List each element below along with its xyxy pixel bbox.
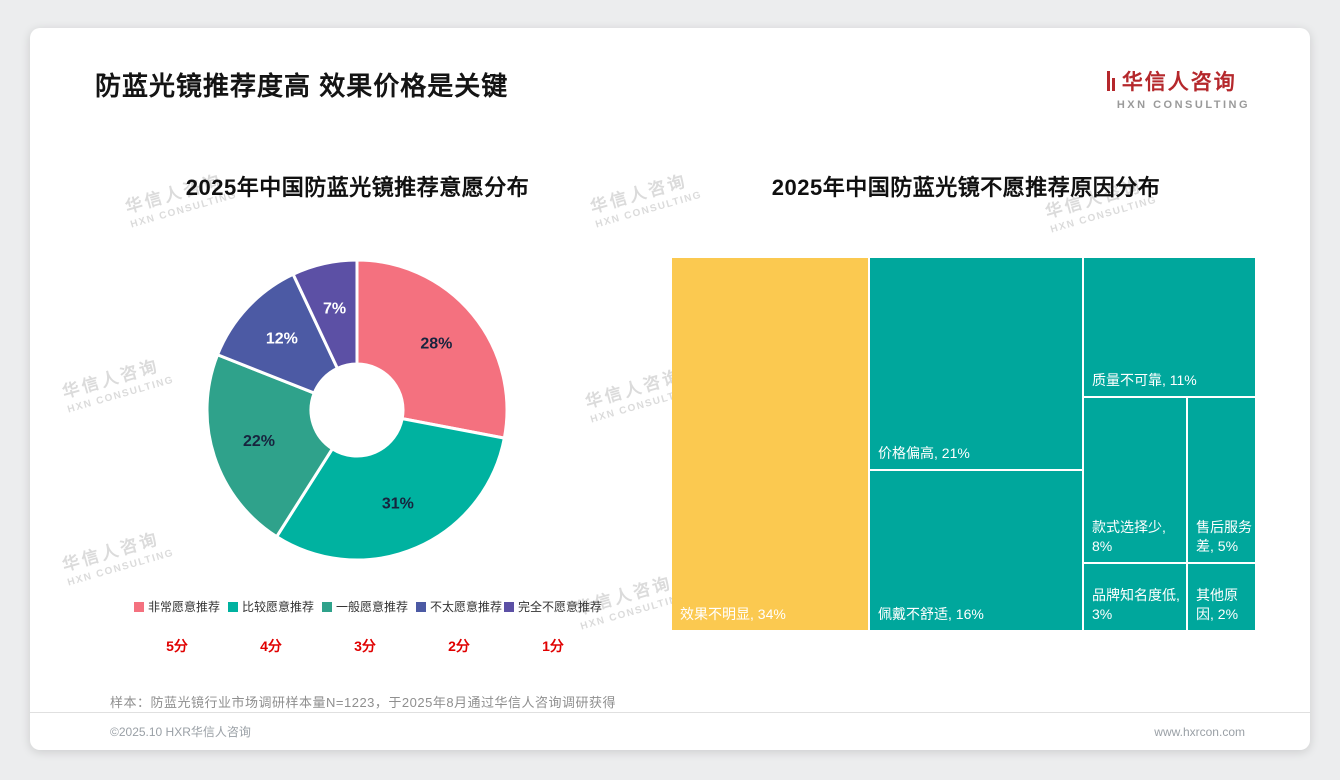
donut-value-label: 28%	[420, 336, 452, 353]
treemap-cell-label: 款式选择少, 8%	[1092, 519, 1166, 555]
legend-label: 完全不愿意推荐	[518, 600, 603, 614]
treemap-cell: 款式选择少, 8%	[1084, 398, 1186, 562]
watermark: 华信人咨询 HXN CONSULTING	[60, 356, 176, 416]
legend-swatch	[227, 601, 238, 612]
page-title: 防蓝光镜推荐度高 效果价格是关键	[95, 71, 509, 101]
donut-chart-title: 2025年中国防蓝光镜推荐意愿分布	[185, 175, 530, 200]
legend-swatch	[415, 601, 426, 612]
treemap-chart: 效果不明显, 34% 价格偏高, 21% 佩戴不舒适, 16% 质量不可靠, 1…	[672, 258, 1255, 630]
legend-label: 比较愿意推荐	[241, 600, 314, 614]
treemap-cell: 售后服务差, 5%	[1188, 398, 1255, 562]
score-label: 3分	[354, 638, 376, 654]
legend-label: 非常愿意推荐	[147, 600, 220, 614]
legend-item: 非常愿意推荐	[130, 598, 224, 615]
brand-logo: 华信人咨询 HXN CONSULTING	[1106, 66, 1250, 111]
donut-slice	[291, 258, 359, 370]
treemap-cell-label: 质量不可靠, 11%	[1092, 372, 1197, 389]
donut-chart: 28% 31% 22% 12% 7%	[205, 258, 509, 562]
treemap-cell: 其他原因, 2%	[1188, 564, 1255, 630]
donut-value-label: 31%	[382, 496, 414, 513]
treemap-cell-label: 佩戴不舒适, 16%	[878, 606, 984, 623]
donut-value-label: 7%	[323, 301, 346, 318]
treemap-cell: 效果不明显, 34%	[672, 258, 868, 630]
legend-swatch	[133, 601, 144, 612]
legend-label: 不太愿意推荐	[429, 600, 502, 614]
treemap-cell-label: 价格偏高, 21%	[878, 445, 970, 462]
legend-swatch	[321, 601, 332, 612]
logo-text-cn: 华信人咨询	[1121, 71, 1237, 94]
footer-website: www.hxrcon.com	[1154, 724, 1245, 739]
footer: ©2025.10 HXR华信人咨询 www.hxrcon.com	[30, 712, 1310, 750]
treemap-cell: 价格偏高, 21%	[870, 258, 1082, 469]
treemap-cell: 质量不可靠, 11%	[1084, 258, 1255, 396]
legend-item: 一般愿意推荐	[318, 598, 412, 615]
donut-slice	[275, 417, 506, 562]
score-label: 2分	[448, 638, 470, 654]
score-row: 5分 4分 3分 2分 1分	[130, 636, 600, 656]
header: 防蓝光镜推荐度高 效果价格是关键 华信人咨询 HXN CONSULTING	[95, 66, 1250, 111]
treemap-cell-label: 效果不明显, 34%	[680, 606, 786, 623]
donut-chart-area: 28% 31% 22% 12% 7%	[197, 250, 517, 570]
treemap-cell-label: 品牌知名度低, 3%	[1092, 587, 1180, 623]
treemap-cell-label: 其他原因, 2%	[1196, 587, 1239, 623]
donut-slice	[216, 272, 339, 395]
sample-note: 样本：防蓝光镜行业市场调研样本量N=1223，于2025年8月通过华信人咨询调研…	[110, 695, 617, 710]
donut-legend: 非常愿意推荐 比较愿意推荐 一般愿意推荐 不太愿意推荐 完全不愿意推荐	[130, 598, 603, 615]
watermark: 华信人咨询 HXN CONSULTING	[60, 529, 176, 589]
report-slide: 华信人咨询 HXN CONSULTING 华信人咨询 HXN CONSULTIN…	[30, 28, 1310, 750]
treemap-cell-label: 售后服务差, 5%	[1196, 519, 1252, 555]
score-label: 4分	[260, 638, 282, 654]
logo-icon	[1106, 71, 1115, 91]
donut-slice	[355, 258, 509, 440]
legend-item: 完全不愿意推荐	[504, 598, 603, 615]
logo-text-en: HXN CONSULTING	[1116, 99, 1250, 111]
treemap-cell: 佩戴不舒适, 16%	[870, 471, 1082, 630]
donut-slice	[205, 353, 334, 539]
treemap-chart-title: 2025年中国防蓝光镜不愿推荐原因分布	[771, 175, 1161, 200]
footer-copyright: ©2025.10 HXR华信人咨询	[110, 725, 251, 739]
legend-item: 比较愿意推荐	[224, 598, 318, 615]
score-label: 1分	[542, 638, 564, 654]
score-label: 5分	[166, 638, 188, 654]
donut-value-label: 22%	[243, 433, 275, 450]
legend-item: 不太愿意推荐	[412, 598, 506, 615]
donut-value-label: 12%	[266, 331, 298, 348]
legend-label: 一般愿意推荐	[335, 600, 408, 614]
legend-swatch	[504, 601, 514, 612]
treemap-cell: 品牌知名度低, 3%	[1084, 564, 1186, 630]
